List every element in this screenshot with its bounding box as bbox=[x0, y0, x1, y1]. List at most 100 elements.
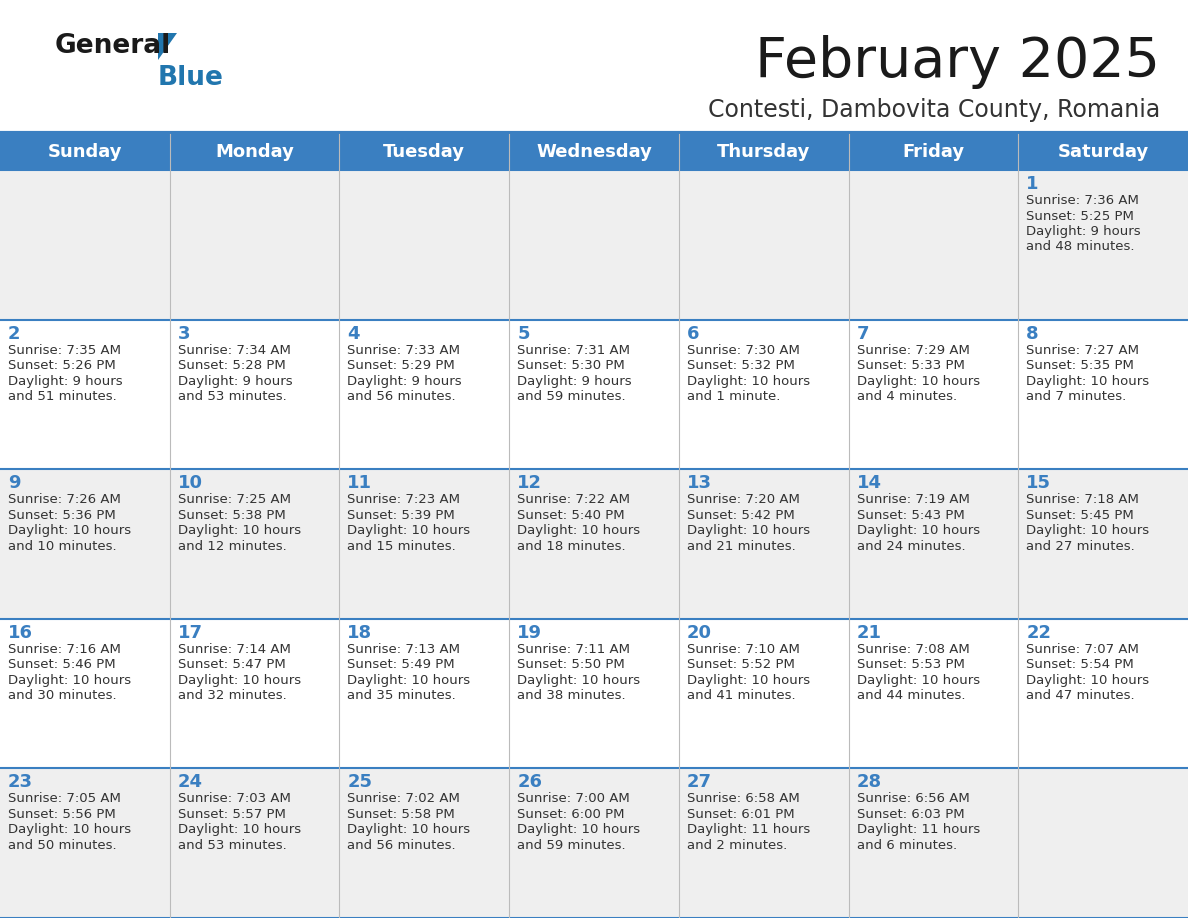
Text: Daylight: 9 hours: Daylight: 9 hours bbox=[347, 375, 462, 387]
Text: Sunset: 5:54 PM: Sunset: 5:54 PM bbox=[1026, 658, 1135, 671]
Text: Sunrise: 7:36 AM: Sunrise: 7:36 AM bbox=[1026, 194, 1139, 207]
Text: Daylight: 10 hours: Daylight: 10 hours bbox=[8, 524, 131, 537]
Text: 1: 1 bbox=[1026, 175, 1038, 193]
Text: and 15 minutes.: and 15 minutes. bbox=[347, 540, 456, 553]
Text: Daylight: 10 hours: Daylight: 10 hours bbox=[1026, 674, 1150, 687]
Text: Daylight: 10 hours: Daylight: 10 hours bbox=[8, 823, 131, 836]
Text: Sunset: 5:32 PM: Sunset: 5:32 PM bbox=[687, 359, 795, 372]
Text: Sunrise: 6:58 AM: Sunrise: 6:58 AM bbox=[687, 792, 800, 805]
Text: 20: 20 bbox=[687, 624, 712, 642]
Text: Sunset: 5:57 PM: Sunset: 5:57 PM bbox=[178, 808, 285, 821]
Text: 10: 10 bbox=[178, 475, 203, 492]
Text: Sunset: 5:47 PM: Sunset: 5:47 PM bbox=[178, 658, 285, 671]
Text: and 12 minutes.: and 12 minutes. bbox=[178, 540, 286, 553]
Text: Daylight: 10 hours: Daylight: 10 hours bbox=[347, 823, 470, 836]
Text: Sunset: 5:56 PM: Sunset: 5:56 PM bbox=[8, 808, 115, 821]
Text: Daylight: 9 hours: Daylight: 9 hours bbox=[178, 375, 292, 387]
Text: Daylight: 9 hours: Daylight: 9 hours bbox=[517, 375, 632, 387]
Text: and 48 minutes.: and 48 minutes. bbox=[1026, 241, 1135, 253]
Text: and 18 minutes.: and 18 minutes. bbox=[517, 540, 626, 553]
Text: and 53 minutes.: and 53 minutes. bbox=[178, 839, 286, 852]
Text: Sunset: 5:50 PM: Sunset: 5:50 PM bbox=[517, 658, 625, 671]
Text: and 41 minutes.: and 41 minutes. bbox=[687, 689, 796, 702]
Text: and 59 minutes.: and 59 minutes. bbox=[517, 390, 626, 403]
Text: Sunset: 6:01 PM: Sunset: 6:01 PM bbox=[687, 808, 795, 821]
Text: Sunrise: 7:31 AM: Sunrise: 7:31 AM bbox=[517, 343, 630, 356]
Text: Thursday: Thursday bbox=[718, 143, 810, 161]
Text: 16: 16 bbox=[8, 624, 33, 642]
Text: Sunrise: 7:08 AM: Sunrise: 7:08 AM bbox=[857, 643, 969, 655]
Text: Sunset: 5:42 PM: Sunset: 5:42 PM bbox=[687, 509, 795, 521]
Text: Sunrise: 7:00 AM: Sunrise: 7:00 AM bbox=[517, 792, 630, 805]
Text: Sunset: 5:35 PM: Sunset: 5:35 PM bbox=[1026, 359, 1135, 372]
Text: Contesti, Dambovita County, Romania: Contesti, Dambovita County, Romania bbox=[708, 98, 1159, 122]
Text: Daylight: 10 hours: Daylight: 10 hours bbox=[178, 674, 301, 687]
Text: Sunset: 5:29 PM: Sunset: 5:29 PM bbox=[347, 359, 455, 372]
Text: Saturday: Saturday bbox=[1057, 143, 1149, 161]
Text: and 56 minutes.: and 56 minutes. bbox=[347, 390, 456, 403]
Text: 6: 6 bbox=[687, 325, 700, 342]
Text: Sunset: 5:45 PM: Sunset: 5:45 PM bbox=[1026, 509, 1135, 521]
Text: 17: 17 bbox=[178, 624, 203, 642]
Text: 23: 23 bbox=[8, 773, 33, 791]
Text: Daylight: 10 hours: Daylight: 10 hours bbox=[857, 674, 980, 687]
Text: Sunrise: 7:03 AM: Sunrise: 7:03 AM bbox=[178, 792, 291, 805]
Text: Sunrise: 7:22 AM: Sunrise: 7:22 AM bbox=[517, 493, 630, 506]
Text: Daylight: 10 hours: Daylight: 10 hours bbox=[857, 524, 980, 537]
Text: Blue: Blue bbox=[158, 65, 223, 91]
Text: and 7 minutes.: and 7 minutes. bbox=[1026, 390, 1126, 403]
Text: 21: 21 bbox=[857, 624, 881, 642]
Text: and 44 minutes.: and 44 minutes. bbox=[857, 689, 965, 702]
Bar bbox=[0, 768, 1188, 918]
Bar bbox=[0, 134, 1188, 170]
Text: Sunrise: 7:33 AM: Sunrise: 7:33 AM bbox=[347, 343, 461, 356]
Text: and 1 minute.: and 1 minute. bbox=[687, 390, 781, 403]
Text: Sunrise: 7:18 AM: Sunrise: 7:18 AM bbox=[1026, 493, 1139, 506]
Text: 9: 9 bbox=[8, 475, 20, 492]
Bar bbox=[0, 170, 1188, 319]
Text: Sunrise: 7:19 AM: Sunrise: 7:19 AM bbox=[857, 493, 969, 506]
Text: Daylight: 10 hours: Daylight: 10 hours bbox=[687, 524, 810, 537]
Text: and 38 minutes.: and 38 minutes. bbox=[517, 689, 626, 702]
Text: 8: 8 bbox=[1026, 325, 1040, 342]
Text: Sunset: 5:40 PM: Sunset: 5:40 PM bbox=[517, 509, 625, 521]
Text: and 24 minutes.: and 24 minutes. bbox=[857, 540, 965, 553]
Text: Sunset: 5:43 PM: Sunset: 5:43 PM bbox=[857, 509, 965, 521]
Text: 3: 3 bbox=[178, 325, 190, 342]
Text: Sunset: 6:03 PM: Sunset: 6:03 PM bbox=[857, 808, 965, 821]
Text: Daylight: 10 hours: Daylight: 10 hours bbox=[1026, 524, 1150, 537]
Text: Daylight: 9 hours: Daylight: 9 hours bbox=[8, 375, 122, 387]
Text: Sunset: 5:53 PM: Sunset: 5:53 PM bbox=[857, 658, 965, 671]
Text: Daylight: 10 hours: Daylight: 10 hours bbox=[687, 375, 810, 387]
Text: and 32 minutes.: and 32 minutes. bbox=[178, 689, 286, 702]
Text: Monday: Monday bbox=[215, 143, 293, 161]
Bar bbox=[0, 619, 1188, 768]
Text: Sunrise: 7:23 AM: Sunrise: 7:23 AM bbox=[347, 493, 461, 506]
Text: Sunset: 5:25 PM: Sunset: 5:25 PM bbox=[1026, 209, 1135, 222]
Text: 2: 2 bbox=[8, 325, 20, 342]
Text: 18: 18 bbox=[347, 624, 373, 642]
Text: and 2 minutes.: and 2 minutes. bbox=[687, 839, 788, 852]
Text: Sunrise: 7:35 AM: Sunrise: 7:35 AM bbox=[8, 343, 121, 356]
Text: Sunrise: 7:27 AM: Sunrise: 7:27 AM bbox=[1026, 343, 1139, 356]
Text: Sunset: 5:38 PM: Sunset: 5:38 PM bbox=[178, 509, 285, 521]
Text: Sunset: 5:39 PM: Sunset: 5:39 PM bbox=[347, 509, 455, 521]
Text: Sunset: 5:49 PM: Sunset: 5:49 PM bbox=[347, 658, 455, 671]
Text: 5: 5 bbox=[517, 325, 530, 342]
Text: Daylight: 10 hours: Daylight: 10 hours bbox=[347, 524, 470, 537]
Text: Daylight: 10 hours: Daylight: 10 hours bbox=[517, 674, 640, 687]
Text: 15: 15 bbox=[1026, 475, 1051, 492]
Text: Sunrise: 7:11 AM: Sunrise: 7:11 AM bbox=[517, 643, 630, 655]
Text: Daylight: 10 hours: Daylight: 10 hours bbox=[178, 823, 301, 836]
Polygon shape bbox=[158, 33, 177, 60]
Text: 24: 24 bbox=[178, 773, 203, 791]
Text: Daylight: 10 hours: Daylight: 10 hours bbox=[857, 375, 980, 387]
Text: 19: 19 bbox=[517, 624, 542, 642]
Text: 26: 26 bbox=[517, 773, 542, 791]
Text: Sunrise: 7:34 AM: Sunrise: 7:34 AM bbox=[178, 343, 291, 356]
Text: Daylight: 10 hours: Daylight: 10 hours bbox=[517, 823, 640, 836]
Text: and 51 minutes.: and 51 minutes. bbox=[8, 390, 116, 403]
Text: Sunrise: 6:56 AM: Sunrise: 6:56 AM bbox=[857, 792, 969, 805]
Text: February 2025: February 2025 bbox=[756, 35, 1159, 89]
Text: Sunset: 5:46 PM: Sunset: 5:46 PM bbox=[8, 658, 115, 671]
